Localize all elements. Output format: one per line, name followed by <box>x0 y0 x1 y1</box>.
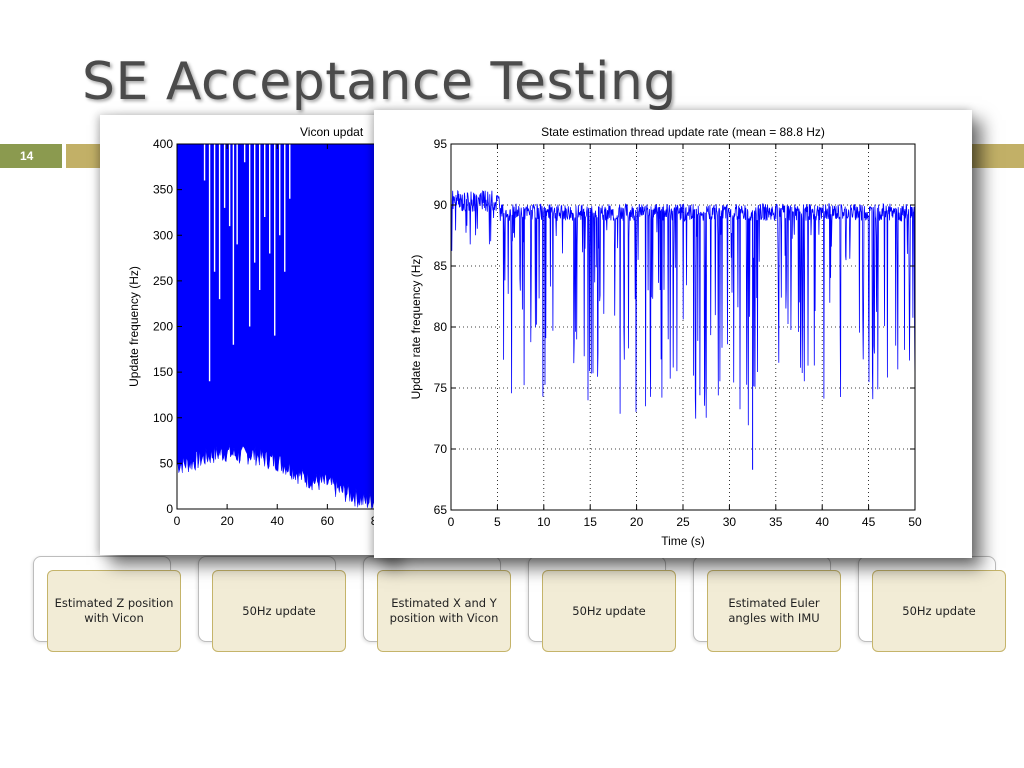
y-tick-label: 100 <box>153 411 173 425</box>
vicon-update-chart: 020406080050100150200250300350400Vicon u… <box>127 125 390 528</box>
y-tick-label: 250 <box>153 274 173 288</box>
y-tick-label: 350 <box>153 183 173 197</box>
x-tick-label: 20 <box>220 514 234 528</box>
x-tick-label: 10 <box>537 515 551 529</box>
y-tick-label: 95 <box>434 137 448 151</box>
y-tick-label: 150 <box>153 365 173 379</box>
chart-title: Vicon updat <box>300 125 364 139</box>
state-estimation-chart-panel: 0 5 10 15 20 25 30 35 40 45 50 65 70 75 80 85 90 95 State … <box>374 110 972 558</box>
state-estimation-chart: 0 5 10 15 20 25 30 35 40 45 50 65 70 75 80 85 90 95 State … <box>409 125 922 548</box>
update-rate-series-line <box>450 189 916 426</box>
x-tick-label: 50 <box>908 515 922 529</box>
card-xy-position: Estimated X and Y position with Vicon <box>377 570 511 652</box>
y-tick-label: 85 <box>434 259 448 273</box>
y-tick-label: 80 <box>434 320 448 334</box>
card-50hz-update: 50Hz update <box>872 570 1006 652</box>
x-tick-label: 35 <box>769 515 783 529</box>
y-axis-label: Update frequency (Hz) <box>127 266 141 387</box>
y-tick-label: 90 <box>434 198 448 212</box>
chart-title: State estimation thread update rate (mea… <box>541 125 825 139</box>
x-tick-label: 30 <box>723 515 737 529</box>
x-tick-label: 0 <box>174 514 181 528</box>
y-tick-label: 0 <box>166 502 173 516</box>
y-tick-label: 200 <box>153 320 173 334</box>
x-tick-label: 45 <box>862 515 876 529</box>
card-z-position: Estimated Z position with Vicon <box>47 570 181 652</box>
y-axis-label: Update rate frequency (Hz) <box>409 255 423 400</box>
title-accent-bar-left <box>66 144 100 168</box>
vicon-series-band <box>176 143 390 510</box>
slide-number: 14 <box>0 144 62 168</box>
x-tick-label: 20 <box>630 515 644 529</box>
y-tick-label: 65 <box>434 503 448 517</box>
slide-title: SE Acceptance Testing <box>82 52 677 112</box>
card-50hz-update: 50Hz update <box>212 570 346 652</box>
x-axis-label: Time (s) <box>661 534 705 548</box>
card-50hz-update: 50Hz update <box>542 570 676 652</box>
y-tick-label: 300 <box>153 228 173 242</box>
y-tick-label: 70 <box>434 442 448 456</box>
title-accent-bar-right <box>972 144 1024 168</box>
x-tick-label: 40 <box>271 514 285 528</box>
y-tick-label: 50 <box>160 456 174 470</box>
y-tick-label: 400 <box>153 137 173 151</box>
x-tick-label: 15 <box>584 515 598 529</box>
card-euler-angles: Estimated Euler angles with IMU <box>707 570 841 652</box>
x-tick-label: 25 <box>676 515 690 529</box>
x-tick-label: 0 <box>448 515 455 529</box>
x-tick-label: 5 <box>494 515 501 529</box>
x-tick-label: 60 <box>321 514 335 528</box>
y-tick-label: 75 <box>434 381 448 395</box>
vicon-chart-panel: 020406080050100150200250300350400Vicon u… <box>100 115 390 555</box>
x-tick-label: 40 <box>816 515 830 529</box>
